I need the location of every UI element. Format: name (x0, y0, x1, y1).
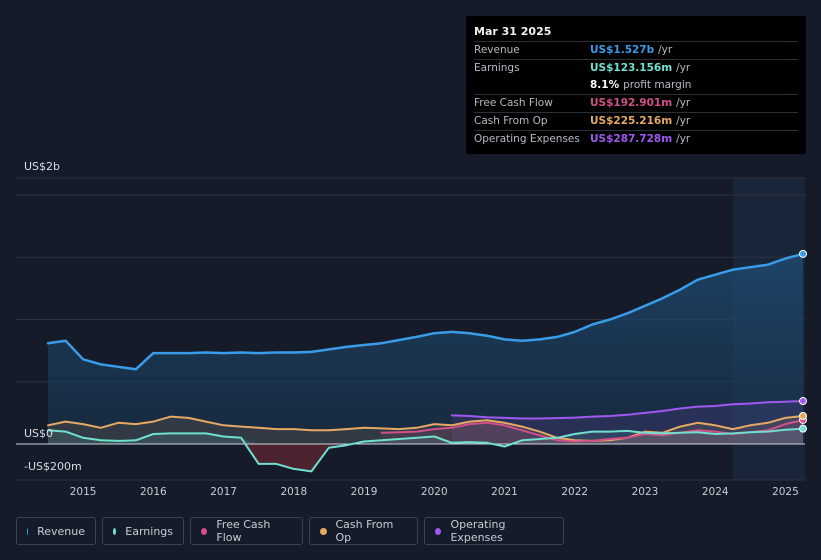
legend-label-cfo: Cash From Op (335, 518, 394, 544)
financial-chart: US$2b US$0 -US$200m 2015 2016 2017 2018 2019 202… (16, 160, 807, 498)
tooltip-label-opex: Operating Expenses (474, 133, 580, 145)
legend-label-earnings: Earnings (125, 524, 173, 538)
tooltip-label-revenue: Revenue (474, 44, 520, 56)
legend-item-earnings[interactable]: Earnings (102, 517, 184, 545)
tooltip-unit-cfo: /yr (676, 115, 691, 127)
x-tick-label: 2017 (210, 486, 237, 498)
legend-item-revenue[interactable]: Revenue (16, 517, 96, 545)
legend-item-opex[interactable]: Operating Expenses (424, 517, 564, 545)
legend-item-fcf[interactable]: Free Cash Flow (190, 517, 303, 545)
tooltip-panel: Mar 31 2025 Revenue US$1.527b /yr Earnin… (466, 16, 806, 154)
tooltip-row-revenue: Revenue US$1.527b /yr (474, 41, 798, 59)
x-tick-label: 2016 (140, 486, 167, 498)
y-tick-label: US$0 (24, 427, 53, 440)
tooltip-label-margin-spacer (474, 77, 590, 94)
x-tick-label: 2022 (561, 486, 588, 498)
tooltip-unit-fcf: /yr (676, 97, 691, 109)
tooltip-row-cfo: Cash From Op US$225.216m /yr (474, 112, 798, 130)
x-tick-label: 2020 (421, 486, 448, 498)
earnings-line (47, 427, 804, 473)
x-tick-label: 2021 (491, 486, 518, 498)
tooltip-unit-opex: /yr (676, 133, 691, 145)
x-tick-label: 2024 (702, 486, 729, 498)
fcf-area (381, 420, 803, 444)
y-tick-label: US$2b (24, 160, 60, 173)
tooltip-value-opex: US$287.728m (590, 133, 673, 145)
legend-item-cfo[interactable]: Cash From Op (309, 517, 418, 545)
x-tick-label: 2018 (280, 486, 307, 498)
x-tick-label: 2019 (351, 486, 378, 498)
tooltip-value-margin: 8.1% (590, 79, 620, 91)
tooltip-text-margin: profit margin (623, 79, 692, 91)
legend-label-opex: Operating Expenses (450, 518, 506, 544)
tooltip-label-earnings: Earnings (474, 62, 520, 74)
revenue-endpoint (799, 249, 807, 258)
tooltip-row-opex: Operating Expenses US$287.728m /yr (474, 130, 798, 148)
opex-line (450, 400, 804, 420)
tooltip-row-earnings: Earnings US$123.156m /yr (474, 59, 798, 77)
legend-dot-earnings-icon (113, 527, 117, 535)
revenue-line (46, 252, 805, 371)
tooltip-value-revenue: US$1.527b (590, 44, 655, 56)
tooltip-label-fcf: Free Cash Flow (474, 97, 553, 109)
x-tick-label: 2025 (772, 486, 799, 498)
legend-label-fcf: Free Cash Flow (216, 518, 271, 544)
tooltip-value-earnings: US$123.156m (590, 62, 673, 74)
legend-dot-cfo-icon (320, 527, 327, 535)
tooltip-row-fcf: Free Cash Flow US$192.901m /yr (474, 94, 798, 112)
earnings-endpoint (799, 424, 807, 433)
legend-dot-opex-icon (435, 527, 442, 535)
revenue-area (48, 253, 803, 444)
tooltip-row-margin: 8.1% profit margin (474, 77, 798, 94)
tooltip-value-cfo: US$225.216m (590, 115, 673, 127)
legend-label-revenue: Revenue (37, 524, 85, 538)
legend-dot-revenue-icon (27, 527, 29, 535)
opex-endpoint (799, 397, 807, 406)
tooltip-date: Mar 31 2025 (474, 25, 552, 38)
tooltip-unit-earnings: /yr (676, 62, 691, 74)
legend-dot-fcf-icon (201, 527, 208, 535)
x-tick-label: 2015 (70, 486, 97, 498)
x-tick-label: 2023 (632, 486, 659, 498)
tooltip-unit-revenue: /yr (658, 44, 673, 56)
cfo-endpoint (799, 411, 807, 420)
tooltip-value-fcf: US$192.901m (590, 97, 673, 109)
tooltip-label-cfo: Cash From Op (474, 115, 548, 127)
y-tick-label: -US$200m (24, 460, 82, 473)
cfo-line (47, 415, 804, 442)
